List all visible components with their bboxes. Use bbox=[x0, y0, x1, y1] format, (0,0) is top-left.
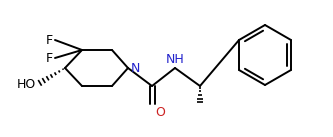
Text: HO: HO bbox=[17, 78, 36, 91]
Text: F: F bbox=[46, 34, 53, 46]
Text: NH: NH bbox=[166, 53, 184, 66]
Text: O: O bbox=[155, 106, 165, 119]
Text: N: N bbox=[131, 62, 141, 75]
Text: F: F bbox=[46, 52, 53, 65]
